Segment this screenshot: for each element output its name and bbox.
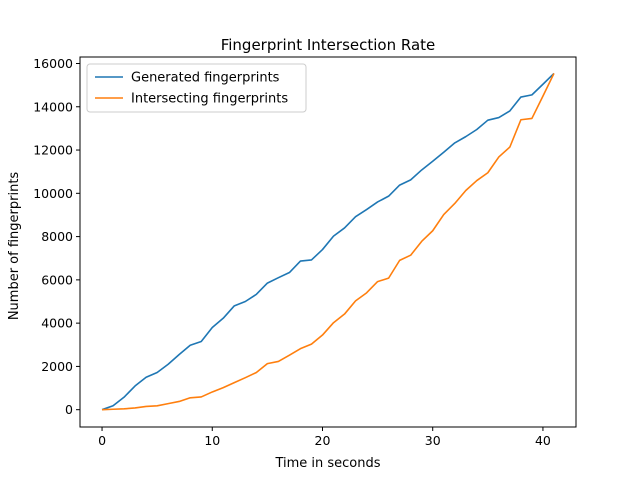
x-axis: 0 10 20 30 40 <box>98 427 551 448</box>
y-tick-label: 6000 <box>41 272 73 287</box>
legend: Generated fingerprints Intersecting finge… <box>86 63 307 113</box>
x-tick-label: 0 <box>98 433 106 448</box>
x-tick-label: 20 <box>315 433 331 448</box>
series-line-2 <box>102 73 555 411</box>
legend-label-2: Intersecting fingerprints <box>131 92 288 107</box>
y-tick-label: 10000 <box>33 186 73 201</box>
legend-label-1: Generated fingerprints <box>131 71 280 86</box>
plot-lines <box>101 72 555 411</box>
y-tick-label: 12000 <box>33 143 73 158</box>
x-tick-label: 40 <box>535 433 551 448</box>
y-tick-label: 4000 <box>41 316 73 331</box>
legend-box <box>86 63 307 113</box>
chart-title: Fingerprint Intersection Rate <box>221 36 436 54</box>
y-axis-label: Number of fingerprints <box>7 172 22 321</box>
y-tick-label: 14000 <box>33 99 73 114</box>
y-tick-label: 8000 <box>41 229 73 244</box>
y-tick-label: 16000 <box>33 56 73 71</box>
series-line-1 <box>101 72 555 411</box>
y-axis: 0 2000 4000 6000 8000 10000 12000 14000 16000 <box>33 56 80 417</box>
x-tick-label: 30 <box>425 433 441 448</box>
y-tick-label: 2000 <box>41 359 73 374</box>
x-tick-label: 10 <box>204 433 220 448</box>
x-axis-label: Time in seconds <box>274 456 380 471</box>
y-tick-label: 0 <box>65 402 73 417</box>
plot-frame <box>79 56 577 428</box>
